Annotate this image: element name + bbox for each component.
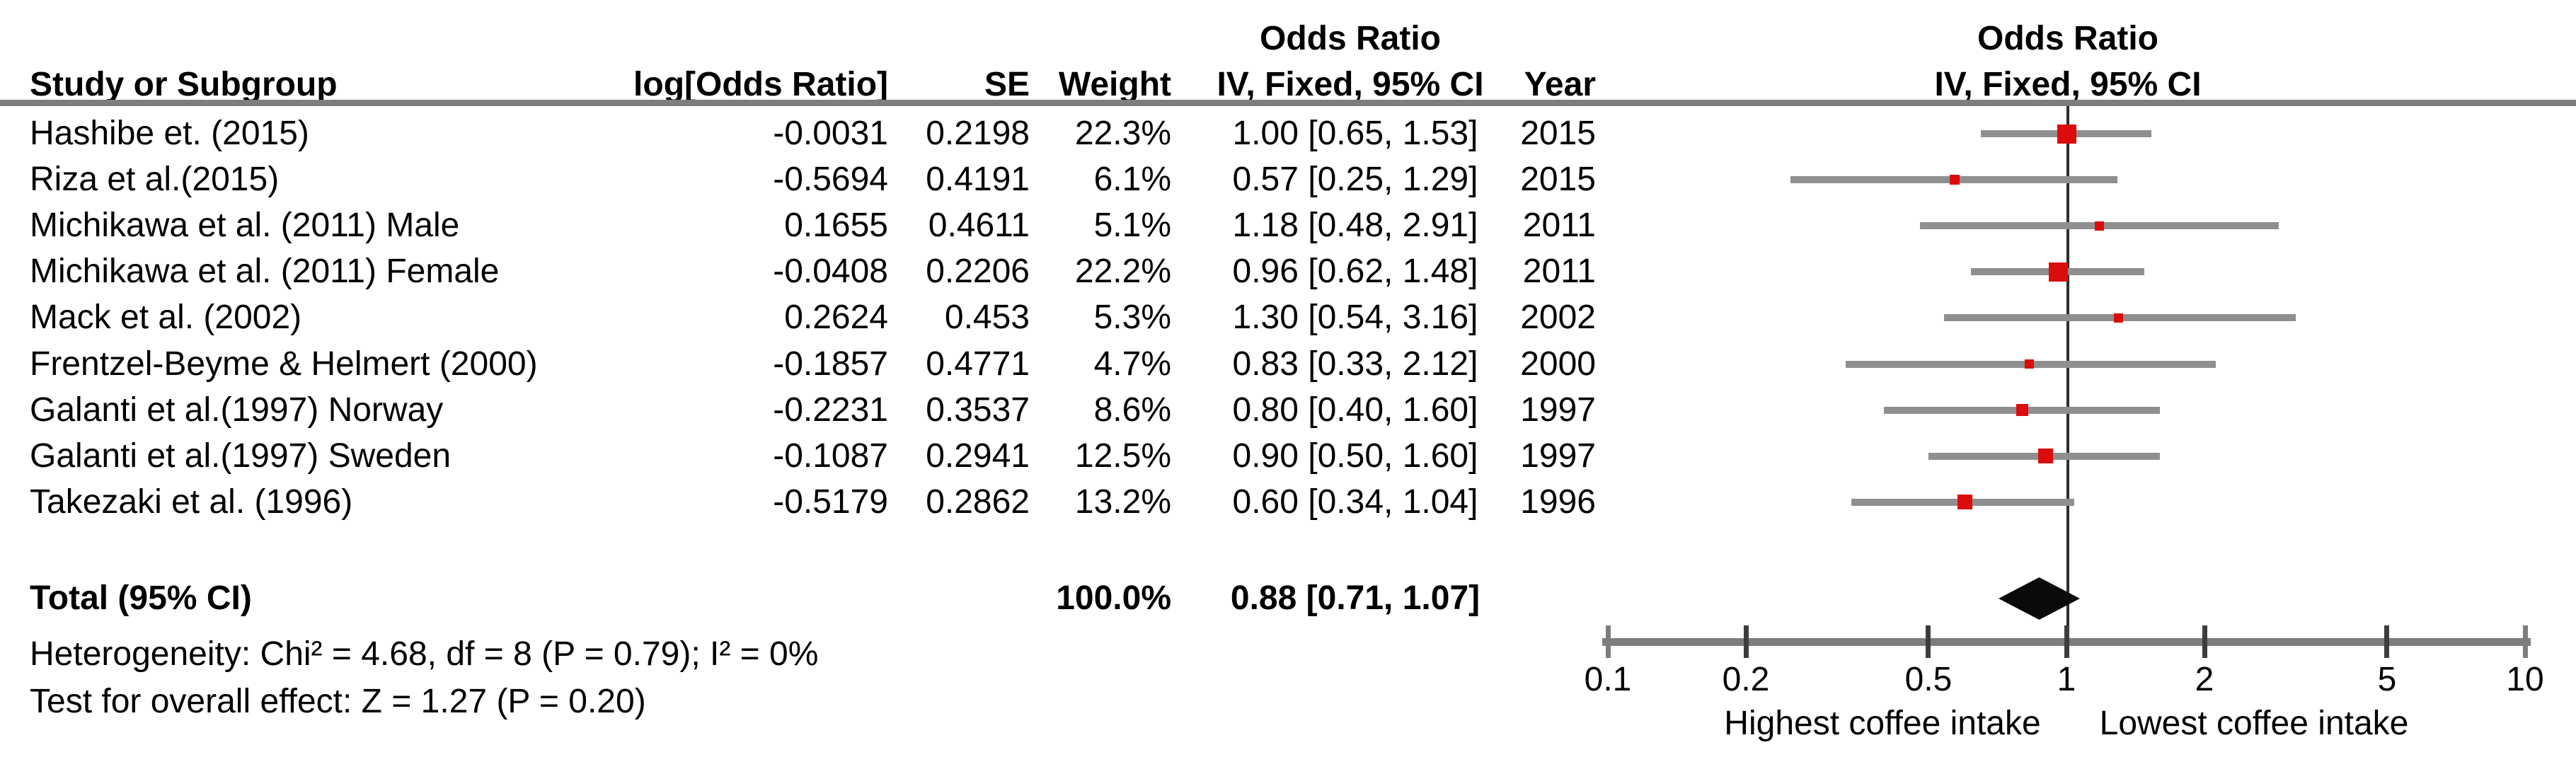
axis-label-left: Highest coffee intake [1724,705,2041,742]
weight-value: 8.6% [1093,391,1171,429]
col-header-logor: log[Odds Ratio] [633,66,888,103]
ci-value: 1.30 [0.54, 3.16] [1232,299,1478,336]
axis-tick [2064,625,2069,658]
study-label: Michikawa et al. (2011) Female [30,253,500,290]
ci-value: 0.57 [0.25, 1.29] [1232,161,1478,198]
se-value: 0.4191 [926,161,1030,198]
axis-tick-label: 0.2 [1722,661,1770,698]
ci-value: 0.80 [0.40, 1.60] [1232,391,1478,429]
year-value: 2011 [1522,253,1596,290]
effect-square [1957,495,1972,509]
effect-square [2016,404,2028,416]
logor-value: -0.1087 [773,437,888,475]
weight-value: 4.7% [1093,345,1171,383]
effect-square [2025,359,2034,369]
study-label: Frentzel-Beyme & Helmert (2000) [30,345,538,383]
heterogeneity-text: Heterogeneity: Chi² = 4.68, df = 8 (P = … [30,635,819,673]
logor-value: -0.2231 [773,391,888,429]
weight-value: 12.5% [1074,437,1171,475]
ci-value: 0.96 [0.62, 1.48] [1232,253,1478,290]
axis-tick-label: 1 [2057,661,2076,698]
axis-tick [2384,625,2389,658]
weight-value: 22.3% [1074,115,1171,152]
total-label: Total (95% CI) [30,579,252,617]
axis-tick [1926,625,1931,658]
effect-square [1950,175,1960,185]
se-value: 0.3537 [926,391,1030,429]
plot-header-line2: IV, Fixed, 95% CI [1934,66,2202,103]
axis-tick-label: 2 [2195,661,2214,698]
axis-tick [2523,625,2528,658]
effect-square [2057,125,2076,144]
weight-value: 22.2% [1074,253,1171,290]
axis-tick [1606,625,1611,658]
header-rule [0,100,2576,106]
col-header-effect-line2: IV, Fixed, 95% CI [1217,66,1484,103]
se-value: 0.2198 [926,115,1030,152]
se-value: 0.453 [944,299,1030,336]
effect-square [2049,262,2068,282]
effect-square [2095,221,2104,231]
overall-effect-text: Test for overall effect: Z = 1.27 (P = 0… [30,683,646,720]
weight-value: 6.1% [1093,161,1171,198]
axis-tick [2202,625,2207,658]
study-label: Michikawa et al. (2011) Male [30,207,460,244]
se-value: 0.4611 [928,207,1030,244]
null-effect-line [2066,106,2069,639]
axis-label-right: Lowest coffee intake [2099,705,2409,742]
study-label: Takezaki et al. (1996) [30,483,353,521]
col-header-weight: Weight [1058,66,1171,103]
year-value: 2011 [1522,207,1596,244]
weight-value: 5.3% [1093,299,1171,336]
study-label: Mack et al. (2002) [30,299,302,336]
ci-value: 0.83 [0.33, 2.12] [1232,345,1478,383]
col-header-study: Study or Subgroup [30,66,338,103]
ci-value: 0.60 [0.34, 1.04] [1232,483,1478,521]
study-label: Hashibe et. (2015) [30,115,309,152]
plot-header-line1: Odds Ratio [1977,20,2158,57]
year-value: 1997 [1520,391,1596,429]
logor-value: -0.0408 [773,253,888,290]
se-value: 0.4771 [926,345,1030,383]
logor-value: 0.2624 [784,299,888,336]
year-value: 2002 [1520,299,1596,336]
ci-value: 0.90 [0.50, 1.60] [1232,437,1478,475]
col-header-year: Year [1524,66,1596,103]
se-value: 0.2206 [926,253,1030,290]
effect-square [2038,449,2053,463]
year-value: 2015 [1520,161,1596,198]
year-value: 1996 [1520,483,1596,521]
weight-value: 5.1% [1093,207,1171,244]
year-value: 2015 [1520,115,1596,152]
col-header-se: SE [984,66,1030,103]
study-label: Galanti et al.(1997) Norway [30,391,444,429]
logor-value: -0.5179 [773,483,888,521]
study-label: Riza et al.(2015) [30,161,280,198]
year-value: 1997 [1520,437,1596,475]
logor-value: -0.1857 [773,345,888,383]
ci-value: 1.00 [0.65, 1.53] [1232,115,1478,152]
axis-tick [1744,625,1749,658]
axis-tick-label: 10 [2506,661,2544,698]
axis-tick-label: 0.5 [1904,661,1953,698]
ci-value: 1.18 [0.48, 2.91] [1232,207,1478,244]
total-ci: 0.88 [0.71, 1.07] [1230,579,1480,617]
weight-value: 13.2% [1074,483,1171,521]
total-weight: 100.0% [1056,579,1171,617]
se-value: 0.2862 [926,483,1030,521]
se-value: 0.2941 [926,437,1030,475]
axis-tick-label: 5 [2377,661,2397,698]
logor-value: -0.0031 [773,115,888,152]
year-value: 2000 [1520,345,1596,383]
axis-tick-label: 0.1 [1584,661,1632,698]
logor-value: 0.1655 [784,207,888,244]
study-label: Galanti et al.(1997) Sweden [30,437,452,475]
effect-square [2114,313,2123,323]
logor-value: -0.5694 [773,161,888,198]
col-header-effect-line1: Odds Ratio [1259,20,1441,57]
